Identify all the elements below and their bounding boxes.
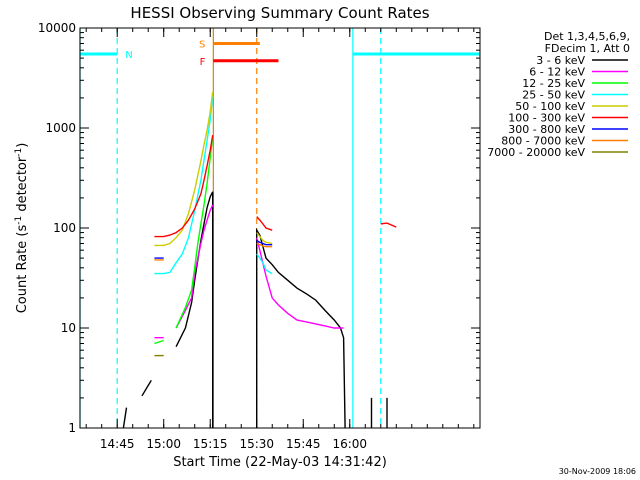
series-line-8 <box>154 356 480 357</box>
series-layer <box>123 92 480 428</box>
vlines-layer <box>79 28 382 428</box>
y-tick-label-3: 1000 <box>45 121 76 135</box>
annotation-label-3: F <box>200 57 206 68</box>
x-tick-label-0: 14:45 <box>100 437 135 451</box>
annotation-label-2: S <box>199 39 205 50</box>
legend-label-8: 7000 - 20000 keV <box>487 146 585 159</box>
plot-frame <box>79 27 481 429</box>
series-line-0 <box>123 192 480 428</box>
x-tick-label-3: 15:30 <box>239 437 274 451</box>
legend-label-4: 50 - 100 keV <box>515 100 585 113</box>
legend-label-2: 12 - 25 keV <box>522 77 585 90</box>
series-line-6 <box>154 241 480 259</box>
legend-label-3: 25 - 50 keV <box>522 89 585 102</box>
legend-label-0: 3 - 6 keV <box>536 54 585 67</box>
x-tick-label-4: 15:45 <box>286 437 321 451</box>
x-tick-label-2: 15:15 <box>193 437 228 451</box>
y-tick-label-0: 1 <box>68 421 76 435</box>
y-axis: 1 10 100 1000 10000 <box>38 21 480 435</box>
legend-label-1: 6 - 12 keV <box>529 66 585 79</box>
legend: Det 1,3,4,5,6,9, FDecim 1, Att 0 3 - 6 k… <box>487 30 630 159</box>
y-axis-label: Count Rate (s-1 detector-1) <box>14 143 30 314</box>
y-axis-label-mid: detector <box>15 156 30 216</box>
x-axis: 14:45 15:00 15:15 15:30 15:45 16:00 <box>85 28 475 451</box>
legend-header-line-2: FDecim 1, Att 0 <box>545 42 630 55</box>
y-axis-label-sup2: -1 <box>14 148 24 157</box>
annotation-label-0: N <box>125 50 132 61</box>
series-line-7 <box>154 244 480 260</box>
y-axis-label-main: Count Rate (s <box>15 225 30 314</box>
footer-timestamp: 30-Nov-2009 18:06 <box>559 467 636 476</box>
y-tick-label-4: 10000 <box>38 21 76 35</box>
y-tick-label-2: 100 <box>53 221 76 235</box>
x-tick-label-1: 15:00 <box>146 437 181 451</box>
y-axis-label-end: ) <box>15 143 30 148</box>
legend-header-line-1: Det 1,3,4,5,6,9, <box>544 30 630 43</box>
y-tick-label-1: 10 <box>61 321 76 335</box>
legend-label-6: 300 - 800 keV <box>508 123 585 136</box>
annotations-layer: N SF <box>80 39 480 68</box>
chart-title: HESSI Observing Summary Count Rates <box>130 4 429 22</box>
x-tick-label-5: 16:00 <box>332 437 367 451</box>
series-line-1 <box>154 204 344 339</box>
x-axis-label: Start Time (22-May-03 14:31:42) <box>173 455 387 470</box>
y-axis-label-sup1: -1 <box>14 216 24 225</box>
legend-label-5: 100 - 300 keV <box>508 112 585 125</box>
legend-label-7: 800 - 7000 keV <box>501 135 585 148</box>
